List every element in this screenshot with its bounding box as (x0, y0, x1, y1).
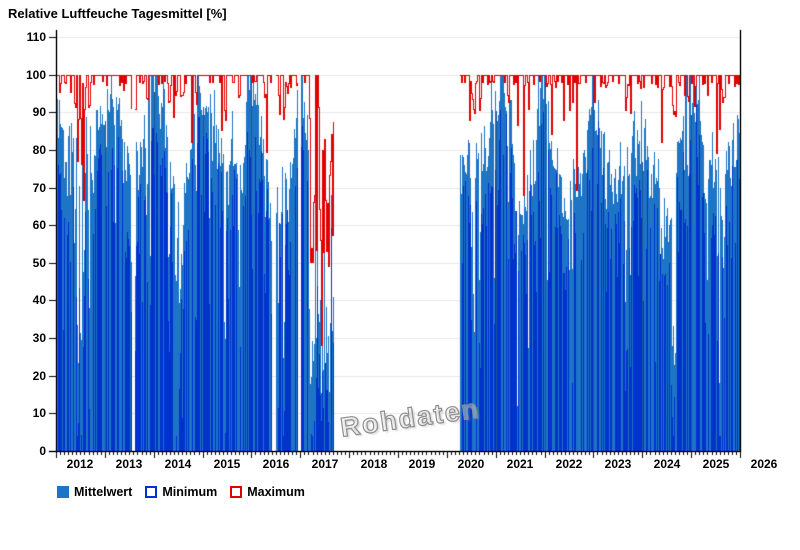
legend: Mittelwert Minimum Maximum (57, 485, 305, 499)
legend-swatch-minimum-icon (145, 486, 158, 498)
y-tick-label: 20 (32, 369, 46, 383)
legend-swatch-maximum-icon (230, 486, 243, 498)
x-tick-label: 2023 (604, 457, 632, 471)
y-tick-label: 40 (32, 293, 46, 307)
y-tick-label: 60 (32, 218, 46, 232)
y-tick-label: 90 (32, 105, 46, 119)
legend-item-maximum: Maximum (230, 485, 305, 499)
legend-label-mittelwert: Mittelwert (74, 485, 133, 499)
x-tick-label: 2012 (66, 457, 94, 471)
x-tick-label: 2026 (750, 457, 778, 471)
x-tick-label: 2017 (311, 457, 339, 471)
x-tick-label: 2022 (555, 457, 583, 471)
y-tick-label: 30 (32, 331, 46, 345)
x-tick-label: 2016 (262, 457, 290, 471)
x-tick-label: 2024 (653, 457, 681, 471)
y-tick-label: 0 (39, 444, 46, 458)
legend-item-minimum: Minimum (145, 485, 217, 499)
x-tick-label: 2020 (457, 457, 485, 471)
y-tick-label: 100 (25, 68, 46, 82)
x-tick-label: 2019 (408, 457, 436, 471)
y-tick-label: 80 (32, 143, 46, 157)
x-tick-label: 2013 (115, 457, 143, 471)
x-tick-label: 2015 (213, 457, 241, 471)
x-tick-label: 2018 (360, 457, 388, 471)
x-tick-label: 2025 (702, 457, 730, 471)
legend-swatch-mittelwert-icon (57, 486, 69, 498)
x-tick-label: 2021 (506, 457, 534, 471)
legend-label-maximum: Maximum (247, 485, 305, 499)
y-tick-label: 70 (32, 181, 46, 195)
y-tick-label: 10 (32, 406, 46, 420)
y-tick-label: 50 (32, 256, 46, 270)
y-tick-label: 110 (26, 30, 46, 44)
legend-label-minimum: Minimum (162, 485, 218, 499)
legend-item-mittelwert: Mittelwert (57, 485, 132, 499)
x-tick-label: 2014 (164, 457, 192, 471)
